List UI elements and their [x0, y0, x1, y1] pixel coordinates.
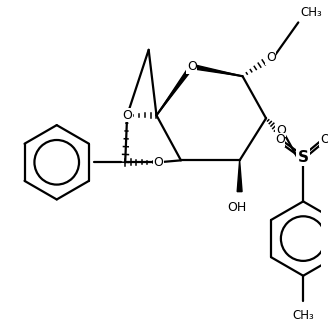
- Text: CH₃: CH₃: [300, 6, 322, 19]
- Text: O: O: [122, 109, 132, 122]
- Text: CH₃: CH₃: [292, 309, 314, 322]
- Text: O: O: [187, 60, 197, 73]
- Text: O: O: [275, 133, 285, 146]
- Text: O: O: [320, 133, 328, 146]
- Text: O: O: [266, 51, 276, 64]
- Polygon shape: [191, 64, 243, 76]
- Text: OH: OH: [227, 202, 246, 214]
- Polygon shape: [237, 160, 242, 192]
- Polygon shape: [156, 65, 194, 115]
- Text: O: O: [154, 156, 163, 169]
- Text: S: S: [298, 150, 309, 165]
- Text: O: O: [276, 124, 286, 136]
